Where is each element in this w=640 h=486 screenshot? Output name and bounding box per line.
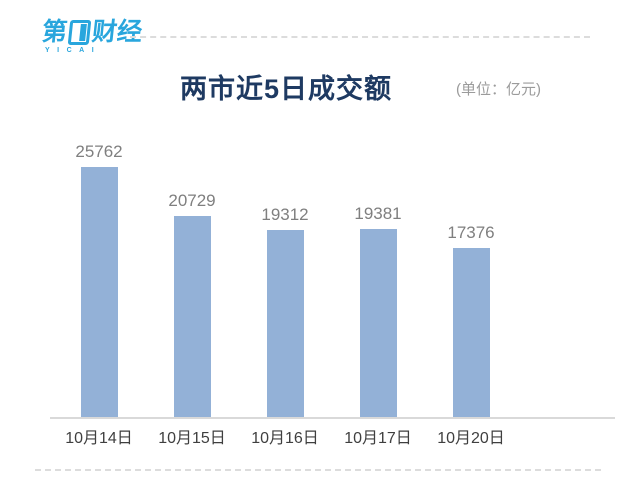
bar-category-label: 10月16日 bbox=[251, 430, 319, 447]
bar-category-label: 10月17日 bbox=[344, 430, 412, 447]
bar-slot: 25762 10月14日 bbox=[53, 130, 146, 447]
bar-slot: 19312 10月16日 bbox=[239, 130, 332, 447]
logo-one-square-icon bbox=[67, 20, 92, 45]
logo-char-suffix: 财经 bbox=[90, 18, 144, 46]
bar bbox=[452, 248, 490, 417]
bar-value-label: 17376 bbox=[447, 223, 495, 242]
bar-category-label: 10月15日 bbox=[158, 430, 226, 447]
bar-value-label: 19381 bbox=[354, 204, 402, 223]
footer-dashed-divider bbox=[35, 469, 601, 471]
logo-subtext: YICAI bbox=[45, 47, 102, 54]
brand-logo: 第 财经 YICAI bbox=[40, 18, 144, 54]
bar bbox=[173, 216, 211, 417]
bar-slot: 20729 10月15日 bbox=[146, 130, 239, 447]
bar-value-label: 19312 bbox=[261, 205, 309, 224]
logo-one-bar bbox=[79, 24, 87, 41]
logo-char-prefix: 第 bbox=[40, 18, 69, 46]
bar-value-label: 20729 bbox=[168, 191, 216, 210]
bar bbox=[80, 167, 118, 417]
page-title: 两市近5日成交额 bbox=[180, 74, 393, 104]
bar-slot: 19381 10月17日 bbox=[332, 130, 425, 447]
unit-label: (单位：亿元) bbox=[456, 81, 541, 98]
logo-row: 第 财经 bbox=[40, 18, 144, 46]
bar-category-label: 10月14日 bbox=[65, 430, 133, 447]
plot-area: 25762 10月14日 20729 10月15日 19312 10月16日 19381 10… bbox=[50, 130, 615, 447]
bar-value-label: 25762 bbox=[75, 142, 123, 161]
bar-category-label: 10月20日 bbox=[437, 430, 505, 447]
bar bbox=[266, 230, 304, 417]
header-dashed-divider bbox=[130, 36, 590, 38]
bar bbox=[359, 229, 397, 417]
bar-slot: 17376 10月20日 bbox=[425, 130, 518, 447]
